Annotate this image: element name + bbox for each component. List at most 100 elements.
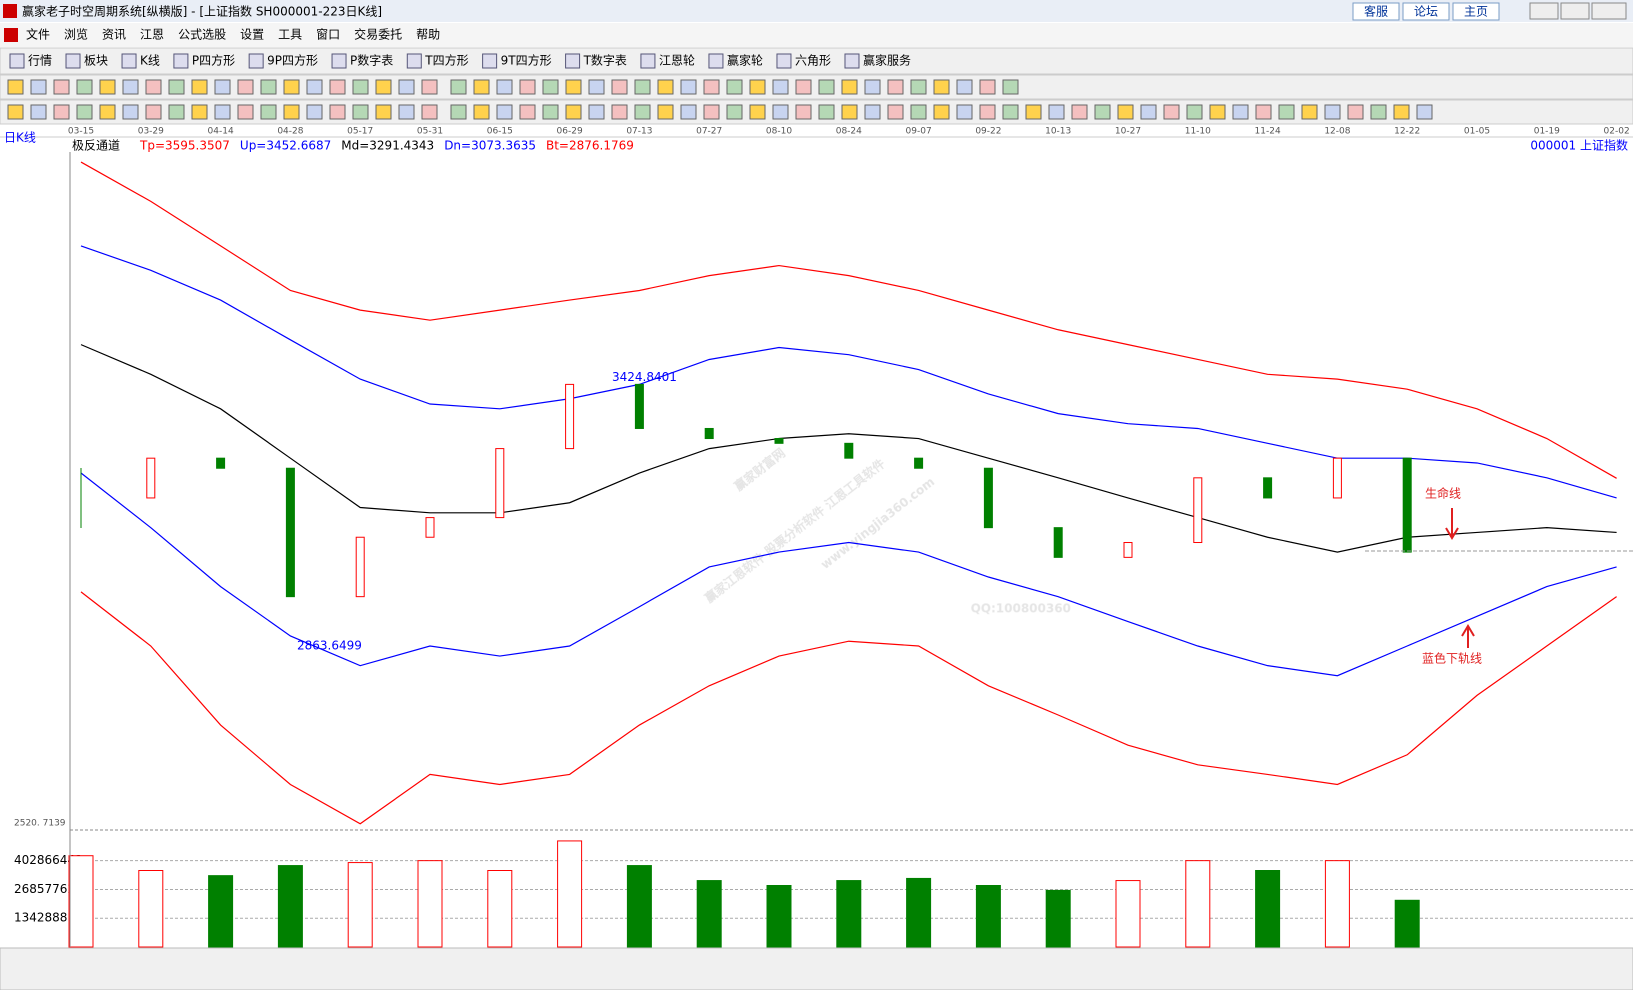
tool-icon[interactable] (1370, 104, 1387, 120)
minimize[interactable] (1529, 2, 1559, 20)
tool-icon[interactable] (565, 79, 582, 95)
tool-icon[interactable] (841, 104, 858, 120)
tool-icon[interactable] (979, 79, 996, 95)
tool-icon[interactable] (1416, 104, 1433, 120)
tool-icon[interactable] (864, 79, 881, 95)
tool-icon[interactable] (260, 79, 277, 95)
menu-item[interactable]: 文件 (26, 27, 50, 42)
tool-icon[interactable] (145, 104, 162, 120)
tool-icon[interactable] (76, 104, 93, 120)
toolbar-item[interactable]: T四方形 (424, 53, 468, 68)
tool-icon[interactable] (53, 79, 70, 95)
menu-item[interactable]: 工具 (278, 28, 302, 42)
toolbar-item[interactable]: 9P四方形 (267, 53, 318, 68)
tool-icon[interactable] (1347, 104, 1364, 120)
toolbar-item[interactable]: 9T四方形 (501, 53, 552, 68)
tool-icon[interactable] (352, 104, 369, 120)
toolbar-item[interactable]: 赢家服务 (863, 53, 911, 68)
tool-icon[interactable] (657, 104, 674, 120)
tool-icon[interactable] (933, 104, 950, 120)
tool-icon[interactable] (99, 104, 116, 120)
tool-icon[interactable] (398, 79, 415, 95)
tool-icon[interactable] (145, 79, 162, 95)
tool-icon[interactable] (519, 79, 536, 95)
toolbar-item[interactable]: P数字表 (350, 53, 393, 68)
tool-icon[interactable] (841, 79, 858, 95)
tool-icon[interactable] (933, 79, 950, 95)
tool-icon[interactable] (421, 79, 438, 95)
tool-icon[interactable] (772, 79, 789, 95)
tool-icon[interactable] (168, 104, 185, 120)
toolbar-item[interactable]: P四方形 (192, 53, 235, 68)
menu-item[interactable]: 公式选股 (178, 28, 226, 42)
tool-icon[interactable] (450, 79, 467, 95)
tool-icon[interactable] (260, 104, 277, 120)
tool-icon[interactable] (634, 104, 651, 120)
menu-item[interactable]: 资讯 (102, 28, 126, 42)
tool-icon[interactable] (864, 104, 881, 120)
tool-icon[interactable] (1278, 104, 1295, 120)
tool-icon[interactable] (1393, 104, 1410, 120)
tool-icon[interactable] (237, 104, 254, 120)
title-button[interactable] (1452, 2, 1500, 21)
tool-icon[interactable] (375, 104, 392, 120)
tool-icon[interactable] (450, 104, 467, 120)
tool-icon[interactable] (680, 79, 697, 95)
tool-icon[interactable] (565, 104, 582, 120)
tool-icon[interactable] (214, 104, 231, 120)
toolbar-item[interactable]: K线 (140, 54, 160, 68)
tool-icon[interactable] (726, 79, 743, 95)
menu-item[interactable]: 帮助 (416, 28, 440, 42)
tool-icon[interactable] (772, 104, 789, 120)
tool-icon[interactable] (1186, 104, 1203, 120)
tool-icon[interactable] (1071, 104, 1088, 120)
tool-icon[interactable] (726, 104, 743, 120)
tool-icon[interactable] (887, 79, 904, 95)
tool-icon[interactable] (191, 79, 208, 95)
tool-icon[interactable] (473, 104, 490, 120)
tool-icon[interactable] (542, 79, 559, 95)
tool-icon[interactable] (703, 79, 720, 95)
tool-icon[interactable] (818, 104, 835, 120)
tool-icon[interactable] (352, 79, 369, 95)
tool-icon[interactable] (283, 79, 300, 95)
menu-item[interactable]: 浏览 (64, 27, 88, 42)
tool-icon[interactable] (542, 104, 559, 120)
tool-icon[interactable] (1163, 104, 1180, 120)
tool-icon[interactable] (122, 104, 139, 120)
tool-icon[interactable] (1117, 104, 1134, 120)
tool-icon[interactable] (122, 79, 139, 95)
tool-icon[interactable] (30, 79, 47, 95)
tool-icon[interactable] (283, 104, 300, 120)
tool-icon[interactable] (887, 104, 904, 120)
title-button[interactable] (1402, 2, 1450, 21)
tool-icon[interactable] (910, 79, 927, 95)
tool-icon[interactable] (956, 104, 973, 120)
tool-icon[interactable] (1002, 79, 1019, 95)
tool-icon[interactable] (910, 104, 927, 120)
tool-icon[interactable] (611, 79, 628, 95)
tool-icon[interactable] (398, 104, 415, 120)
tool-icon[interactable] (749, 79, 766, 95)
tool-icon[interactable] (588, 104, 605, 120)
toolbar-item[interactable]: 六角形 (795, 54, 831, 68)
tool-icon[interactable] (979, 104, 996, 120)
tool-icon[interactable] (496, 79, 513, 95)
tool-icon[interactable] (519, 104, 536, 120)
tool-icon[interactable] (680, 104, 697, 120)
tool-icon[interactable] (214, 79, 231, 95)
tool-icon[interactable] (588, 79, 605, 95)
tool-icon[interactable] (76, 79, 93, 95)
tool-icon[interactable] (749, 104, 766, 120)
tool-icon[interactable] (496, 104, 513, 120)
toolbar-item[interactable]: 行情 (28, 54, 52, 68)
tool-icon[interactable] (1209, 104, 1226, 120)
tool-icon[interactable] (168, 79, 185, 95)
menu-item[interactable]: 交易委托 (354, 27, 402, 42)
tool-icon[interactable] (237, 79, 254, 95)
tool-icon[interactable] (30, 104, 47, 120)
tool-icon[interactable] (473, 79, 490, 95)
menu-item[interactable]: 设置 (240, 28, 264, 42)
tool-icon[interactable] (1255, 104, 1272, 120)
toolbar-item[interactable]: 赢家轮 (727, 53, 763, 68)
